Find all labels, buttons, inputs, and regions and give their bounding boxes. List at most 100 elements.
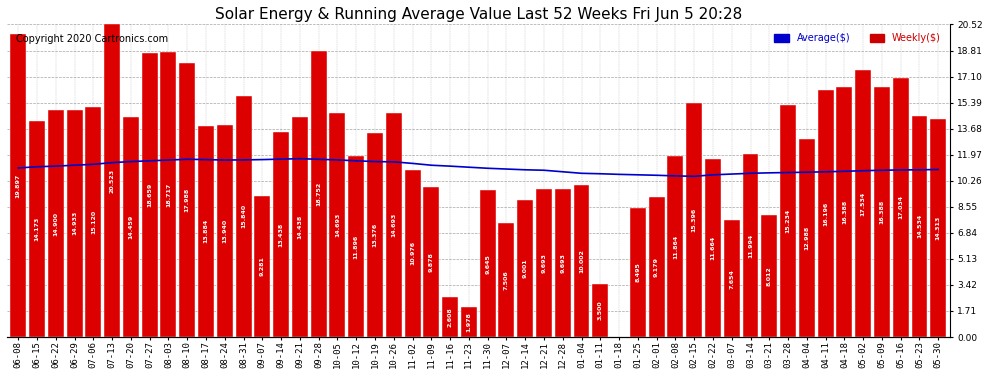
Bar xyxy=(648,197,664,337)
Text: 11.864: 11.864 xyxy=(673,234,678,259)
Bar xyxy=(592,284,608,337)
Bar xyxy=(931,119,946,337)
Text: 15.234: 15.234 xyxy=(785,209,791,233)
Text: 13.438: 13.438 xyxy=(278,222,283,247)
Bar xyxy=(104,24,120,337)
Bar xyxy=(236,96,251,337)
Text: 14.534: 14.534 xyxy=(917,214,922,238)
Text: 19.897: 19.897 xyxy=(16,173,21,198)
Text: 15.396: 15.396 xyxy=(692,208,697,232)
Text: 13.376: 13.376 xyxy=(372,223,377,247)
Bar xyxy=(479,190,496,337)
Text: 14.173: 14.173 xyxy=(35,217,40,241)
Bar xyxy=(273,132,289,337)
Bar xyxy=(254,196,270,337)
Text: 15.120: 15.120 xyxy=(91,210,96,234)
Bar xyxy=(66,110,82,337)
Text: 15.840: 15.840 xyxy=(241,204,247,228)
Bar xyxy=(667,156,683,337)
Bar xyxy=(818,90,834,337)
Text: 14.900: 14.900 xyxy=(53,211,58,236)
Bar xyxy=(554,189,570,337)
Text: 7.506: 7.506 xyxy=(504,270,509,290)
Text: 14.313: 14.313 xyxy=(936,216,940,240)
Text: 1.978: 1.978 xyxy=(466,312,471,332)
Bar xyxy=(386,113,402,337)
Text: 14.693: 14.693 xyxy=(335,213,340,237)
Title: Solar Energy & Running Average Value Last 52 Weeks Fri Jun 5 20:28: Solar Energy & Running Average Value Las… xyxy=(215,7,742,22)
Bar xyxy=(536,189,552,337)
Bar xyxy=(217,125,233,337)
Text: Copyright 2020 Cartronics.com: Copyright 2020 Cartronics.com xyxy=(17,34,168,44)
Bar xyxy=(799,139,815,337)
Text: 16.196: 16.196 xyxy=(823,201,828,226)
Text: 10.976: 10.976 xyxy=(410,242,415,266)
Text: 9.693: 9.693 xyxy=(542,253,546,273)
Bar xyxy=(705,159,721,337)
Text: 9.645: 9.645 xyxy=(485,254,490,273)
Bar xyxy=(311,51,327,337)
Bar xyxy=(424,187,440,337)
Bar xyxy=(780,105,796,337)
Bar xyxy=(405,170,421,337)
Bar xyxy=(179,63,195,337)
Text: 9.878: 9.878 xyxy=(429,252,434,272)
Bar xyxy=(160,52,176,337)
Text: 13.884: 13.884 xyxy=(204,219,209,243)
Bar xyxy=(348,156,364,337)
Text: 2.608: 2.608 xyxy=(447,307,452,327)
Text: 17.034: 17.034 xyxy=(898,195,903,219)
Bar xyxy=(686,102,702,337)
Text: 8.012: 8.012 xyxy=(767,266,772,286)
Text: 14.459: 14.459 xyxy=(129,215,134,239)
Text: 11.994: 11.994 xyxy=(748,234,753,258)
Bar xyxy=(573,184,589,337)
Text: 13.940: 13.940 xyxy=(223,219,228,243)
Text: 9.179: 9.179 xyxy=(654,257,659,277)
Text: 17.988: 17.988 xyxy=(185,188,190,212)
Text: 16.388: 16.388 xyxy=(842,200,846,224)
Bar xyxy=(443,297,458,337)
Text: 16.388: 16.388 xyxy=(879,200,884,224)
Text: 9.281: 9.281 xyxy=(259,256,264,276)
Text: 17.534: 17.534 xyxy=(860,191,865,216)
Bar xyxy=(893,78,909,337)
Bar xyxy=(724,220,740,337)
Bar xyxy=(517,200,534,337)
Bar xyxy=(630,208,645,337)
Bar xyxy=(874,87,890,337)
Text: 14.438: 14.438 xyxy=(297,215,302,239)
Bar xyxy=(10,34,26,337)
Text: 18.717: 18.717 xyxy=(166,182,171,207)
Bar xyxy=(461,307,477,337)
Text: 18.752: 18.752 xyxy=(316,182,321,206)
Text: 18.659: 18.659 xyxy=(148,183,152,207)
Bar xyxy=(29,121,45,337)
Bar xyxy=(292,117,308,337)
Text: 11.664: 11.664 xyxy=(711,236,716,260)
Bar xyxy=(912,116,928,337)
Bar xyxy=(837,87,852,337)
Bar xyxy=(48,110,63,337)
Bar xyxy=(198,126,214,337)
Bar xyxy=(855,70,871,337)
Text: 7.654: 7.654 xyxy=(730,269,735,289)
Bar xyxy=(330,113,346,337)
Text: 3.500: 3.500 xyxy=(598,300,603,320)
Text: 14.933: 14.933 xyxy=(72,211,77,236)
Text: 12.988: 12.988 xyxy=(804,226,810,250)
Bar xyxy=(498,223,515,337)
Text: 10.002: 10.002 xyxy=(579,249,584,273)
Bar xyxy=(367,133,383,337)
Legend: Average($), Weekly($): Average($), Weekly($) xyxy=(770,29,944,47)
Text: 9.693: 9.693 xyxy=(560,253,565,273)
Text: 11.896: 11.896 xyxy=(353,234,358,258)
Bar xyxy=(761,215,777,337)
Text: 8.495: 8.495 xyxy=(636,262,641,282)
Bar xyxy=(123,117,139,337)
Bar xyxy=(142,53,157,337)
Bar xyxy=(742,154,758,337)
Text: 14.693: 14.693 xyxy=(391,213,396,237)
Text: 9.001: 9.001 xyxy=(523,259,528,278)
Text: 20.523: 20.523 xyxy=(110,169,115,193)
